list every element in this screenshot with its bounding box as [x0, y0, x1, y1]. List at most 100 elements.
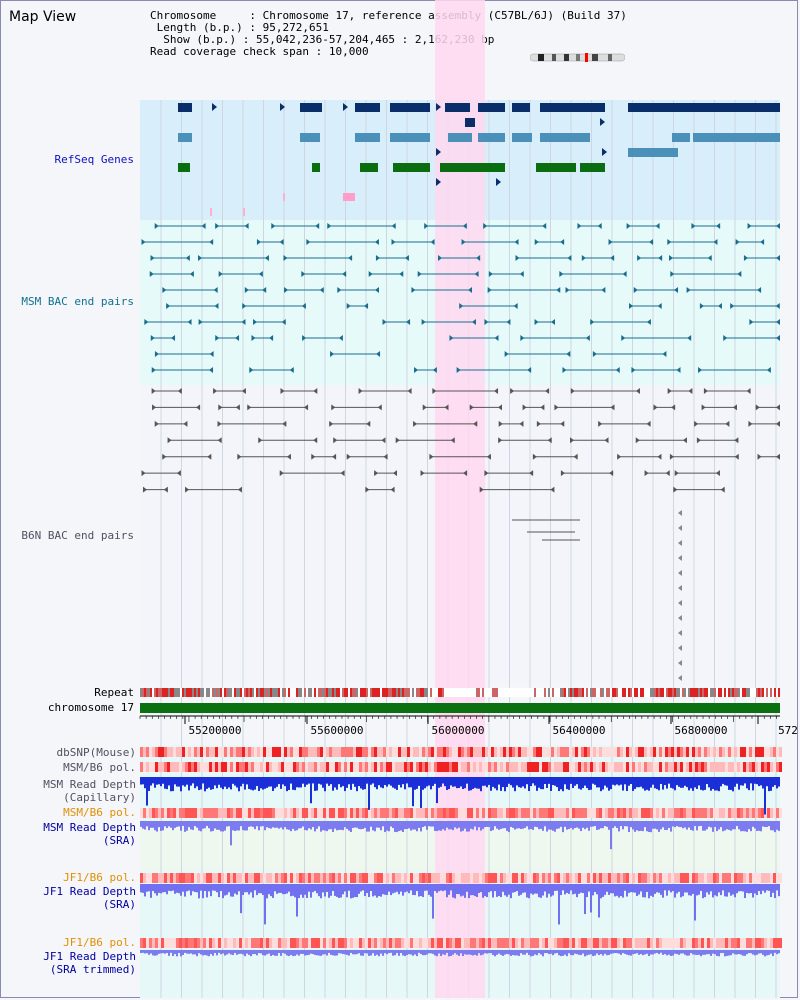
- repeat-element: [628, 688, 630, 697]
- msm-b6-pol-cell: [251, 762, 254, 772]
- msm-capillary-depth-bar: [760, 777, 762, 786]
- jf1-b6-pol-cell: [503, 873, 506, 883]
- track-label-msm-bac[interactable]: MSM BAC end pairs: [21, 295, 134, 308]
- repeat-element: [580, 688, 582, 697]
- track-label-b6n-bac[interactable]: B6N BAC end pairs: [21, 529, 134, 542]
- msm-sra-depth-bar: [356, 821, 358, 828]
- msm-sra-depth-bar: [588, 821, 590, 831]
- jf1-sra-depth-bar: [536, 884, 538, 894]
- track-label-msm-depth-sra[interactable]: MSM Read Depth (SRA): [43, 821, 136, 847]
- jf1-b6-pol-cell: [770, 873, 773, 883]
- jf1-b6-pol-cell: [251, 938, 254, 948]
- jf1-sra-depth-bar: [630, 884, 632, 893]
- jf1-sra-depth-bar: [260, 884, 262, 894]
- jf1-trimmed-depth-bar: [776, 950, 778, 955]
- jf1-sra-depth-bar: [644, 884, 646, 898]
- msm-capillary-depth-bar: [340, 777, 342, 788]
- msm-capillary-depth-bar: [682, 777, 684, 788]
- jf1-sra-depth-bar: [560, 884, 562, 896]
- jf1-trimmed-depth-bar: [650, 950, 652, 955]
- jf1-sra-depth-bar: [640, 884, 642, 892]
- track-label-refseq[interactable]: RefSeq Genes: [54, 153, 134, 166]
- track-label-jf1-b6-pol-2[interactable]: JF1/B6 pol.: [63, 936, 136, 949]
- jf1-trimmed-depth-bar: [262, 950, 264, 956]
- msm-sra-depth-bar: [618, 821, 620, 832]
- jf1-b6-pol-cell: [668, 873, 671, 883]
- msm-sra-depth-bar: [210, 821, 212, 832]
- msm-bac-pair-end: [723, 335, 728, 341]
- msm-b6-pol-cell: [632, 808, 635, 818]
- jf1-b6-pol-cell: [212, 873, 215, 883]
- msm-capillary-depth-bar: [420, 777, 422, 808]
- jf1-sra-depth-bar: [714, 884, 716, 896]
- jf1-trimmed-depth-bar: [170, 950, 172, 953]
- msm-capillary-depth-bar: [704, 777, 706, 790]
- msm-capillary-depth-bar: [748, 777, 750, 791]
- msm-capillary-depth-bar: [370, 777, 372, 785]
- msm-b6-pol-cell: [518, 762, 521, 772]
- repeat-element: [742, 688, 744, 697]
- msm-bac-pair-end: [513, 303, 518, 309]
- jf1-sra-depth-bar: [764, 884, 766, 893]
- jf1-trimmed-depth-bar: [266, 950, 268, 955]
- b6n-bac-pair-end: [720, 486, 725, 493]
- msm-capillary-depth-bar: [276, 777, 278, 787]
- msm-b6-pol-cell: [506, 808, 509, 818]
- b6n-bac-pair-end: [331, 404, 336, 411]
- jf1-b6-pol-cell: [245, 938, 248, 948]
- jf1-b6-pol-cell: [167, 938, 170, 948]
- msm-b6-pol-cell: [197, 762, 200, 772]
- track-label-chromosome[interactable]: chromosome 17: [47, 701, 134, 714]
- b6n-bac-pair-end: [258, 437, 263, 444]
- jf1-trimmed-depth-bar: [518, 950, 520, 956]
- jf1-sra-depth-bar: [238, 884, 240, 892]
- jf1-sra-depth-bar: [566, 884, 568, 893]
- jf1-b6-pol-cell: [248, 873, 251, 883]
- repeat-element: [604, 688, 606, 697]
- track-label-repeat[interactable]: Repeat: [94, 686, 134, 699]
- track-label-dbsnp[interactable]: dbSNP(Mouse): [56, 746, 136, 759]
- msm-bac-pair-end: [154, 223, 159, 229]
- jf1-b6-pol-cell: [740, 938, 743, 948]
- msm-b6-pol-cell: [533, 808, 536, 818]
- msm-sra-depth-bar: [594, 821, 596, 827]
- jf1-b6-pol-cell: [200, 938, 203, 948]
- repeat-element: [702, 688, 704, 697]
- jf1-trimmed-depth-bar: [676, 950, 678, 955]
- dbsnp-cell: [446, 747, 449, 757]
- msm-bac-pair-end: [476, 255, 481, 261]
- jf1-b6-pol-cell: [734, 873, 737, 883]
- gene-block: [355, 133, 380, 142]
- repeat-element: [290, 688, 292, 697]
- chromosome-ideogram[interactable]: [530, 53, 625, 62]
- track-label-jf1-depth-sra[interactable]: JF1 Read Depth (SRA): [43, 885, 136, 911]
- jf1-trimmed-depth-bar: [206, 950, 208, 956]
- track-label-jf1-b6-pol-1[interactable]: JF1/B6 pol.: [63, 871, 136, 884]
- msm-bac-pair-end: [585, 335, 590, 341]
- jf1-b6-pol-cell: [296, 938, 299, 948]
- b6n-bac-pair-end: [635, 388, 640, 394]
- msm-sra-depth-bar: [458, 821, 460, 828]
- msm-b6-pol-cell: [701, 762, 704, 772]
- gene-strand-arrow: [343, 103, 348, 111]
- jf1-sra-depth-bar: [444, 884, 446, 891]
- track-label-msm-depth-capillary[interactable]: MSM Read Depth (Capillary): [43, 778, 136, 804]
- dbsnp-cell: [245, 747, 248, 757]
- track-label-msm-b6-pol-2[interactable]: MSM/B6 pol.: [63, 806, 136, 819]
- b6n-bac-pair-end: [469, 404, 474, 411]
- jf1-b6-pol-cell: [500, 873, 503, 883]
- msm-b6-pol-cell: [203, 808, 206, 818]
- track-label-msm-b6-pol-1[interactable]: MSM/B6 pol.: [63, 761, 136, 774]
- msm-bac-pair-end: [411, 287, 416, 293]
- msm-capillary-depth-bar: [328, 777, 330, 786]
- jf1-trimmed-depth-bar: [490, 950, 492, 954]
- jf1-trimmed-depth-bar: [572, 950, 574, 956]
- gene-block: [178, 103, 192, 112]
- msm-b6-pol-cell: [191, 762, 194, 772]
- jf1-sra-depth-bar: [544, 884, 546, 892]
- repeat-element: [378, 688, 380, 697]
- track-label-jf1-depth-trimmed[interactable]: JF1 Read Depth (SRA trimmed): [43, 950, 136, 976]
- jf1-sra-depth-bar: [624, 884, 626, 891]
- jf1-b6-pol-cell: [539, 938, 542, 948]
